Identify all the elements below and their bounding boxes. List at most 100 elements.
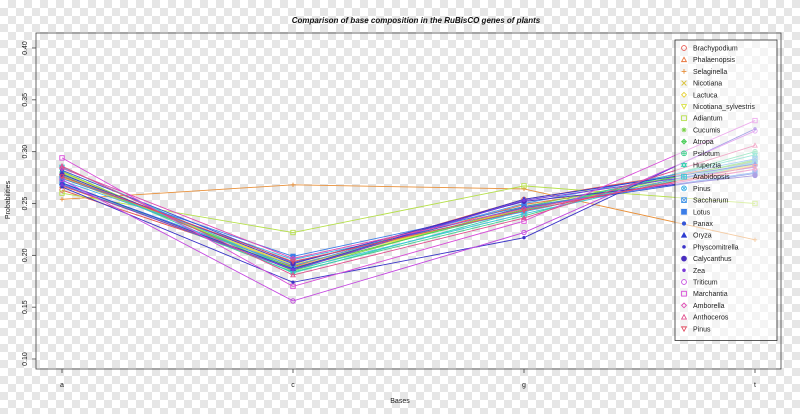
y-tick-label: 0.15 — [22, 300, 29, 314]
data-point — [681, 69, 687, 74]
legend-item: Pinus — [680, 326, 711, 333]
series-zea — [60, 165, 757, 272]
series-anthoceros — [59, 142, 758, 278]
data-point — [522, 198, 526, 203]
legend-item: Lactuca — [680, 91, 718, 99]
series-line — [61, 165, 756, 263]
legend-box — [674, 39, 778, 341]
data-point — [290, 283, 296, 290]
data-point — [680, 313, 688, 320]
data-point — [681, 45, 687, 51]
legend-item: Brachypodium — [681, 45, 738, 53]
legend-item: Atropa — [680, 138, 714, 146]
legend-item: Marchantia — [681, 290, 728, 298]
data-point — [682, 268, 686, 273]
data-point — [60, 183, 64, 187]
data-point — [680, 161, 688, 169]
data-point — [681, 197, 687, 203]
legend-label: Nicotiana_sylvestris — [693, 104, 755, 111]
legend-item: Selaginella — [681, 69, 727, 76]
data-point — [681, 150, 687, 157]
y-tick-label: 0.20 — [22, 248, 29, 262]
series-adiantum — [59, 183, 758, 236]
data-point — [59, 174, 65, 180]
series-line — [61, 171, 756, 257]
legend-label: Lactuca — [693, 92, 718, 99]
legend-item: Triticum — [681, 279, 718, 287]
data-point — [681, 173, 687, 180]
legend-label: Amborella — [693, 303, 725, 310]
legend-label: Atropa — [693, 139, 714, 146]
data-point — [59, 163, 65, 169]
data-point — [290, 259, 296, 265]
plot-frame — [35, 32, 782, 370]
legend-item: Nicotiana_sylvestris — [680, 104, 755, 111]
legend-label: Cucumis — [693, 127, 721, 134]
y-tick-label: 0.10 — [22, 352, 29, 366]
legend-label: Brachypodium — [693, 46, 738, 53]
data-point — [522, 236, 526, 240]
data-point — [291, 280, 295, 284]
legend-label: Nicotiana — [693, 81, 722, 88]
legend-label: Phalaenopsis — [693, 57, 736, 64]
x-tick-label: g — [522, 382, 526, 389]
y-tick-label: 0.35 — [22, 93, 29, 107]
legend-item: Nicotiana — [681, 80, 722, 88]
y-tick-label: 0.25 — [22, 197, 29, 211]
series-psilotum — [59, 149, 758, 275]
legend-item: Adiantum — [681, 115, 723, 123]
legend-label: Arabidopsis — [693, 174, 730, 181]
data-point — [681, 255, 687, 262]
data-point — [291, 268, 295, 272]
series-marchantia — [59, 117, 758, 290]
data-point — [290, 182, 296, 188]
series-line — [61, 161, 756, 268]
legend-label: Zea — [693, 268, 705, 275]
data-point — [59, 177, 65, 183]
data-point — [59, 197, 65, 202]
legend-item: Panax — [681, 221, 713, 228]
series-line — [61, 158, 756, 267]
data-point — [681, 208, 687, 215]
data-point — [680, 104, 688, 110]
legend-label: Pinus — [693, 186, 711, 193]
legend-item: Calycanthus — [681, 255, 732, 263]
data-point — [680, 138, 688, 145]
series-line — [61, 128, 756, 283]
legend-label: Huperzia — [693, 163, 721, 170]
data-point — [681, 127, 687, 133]
series-line — [61, 120, 756, 287]
data-point — [681, 185, 687, 192]
series-line — [61, 184, 756, 241]
series-line — [61, 161, 756, 260]
legend-label: Panax — [693, 221, 713, 228]
legend-label: Selaginella — [693, 69, 727, 76]
legend-label: Anthoceros — [693, 315, 729, 322]
legend-item: Anthoceros — [680, 313, 729, 322]
series-line — [61, 166, 756, 271]
legend-item: Lotus — [681, 208, 711, 216]
data-point — [680, 326, 688, 333]
legend-label: Lotus — [693, 209, 711, 216]
data-point — [681, 290, 687, 297]
legend-label: Triticum — [693, 280, 718, 287]
legend-item: Zea — [682, 268, 705, 275]
data-point — [681, 221, 687, 226]
x-tick-label: c — [291, 382, 295, 389]
legend-label: Saccharum — [693, 198, 729, 205]
data-point — [521, 214, 527, 221]
data-point — [680, 91, 688, 98]
data-point — [681, 279, 687, 285]
legend-item: Phalaenopsis — [680, 56, 736, 64]
series-line — [61, 145, 756, 276]
data-point — [521, 183, 527, 189]
y-tick-label: 0.30 — [22, 145, 29, 159]
data-point — [680, 56, 688, 63]
legend-item: Pinus — [681, 185, 711, 193]
legend-item: Psilotum — [681, 150, 720, 158]
data-point — [521, 229, 527, 236]
legend-label: Calycanthus — [693, 256, 732, 263]
data-point — [521, 186, 527, 192]
data-point — [680, 302, 688, 309]
